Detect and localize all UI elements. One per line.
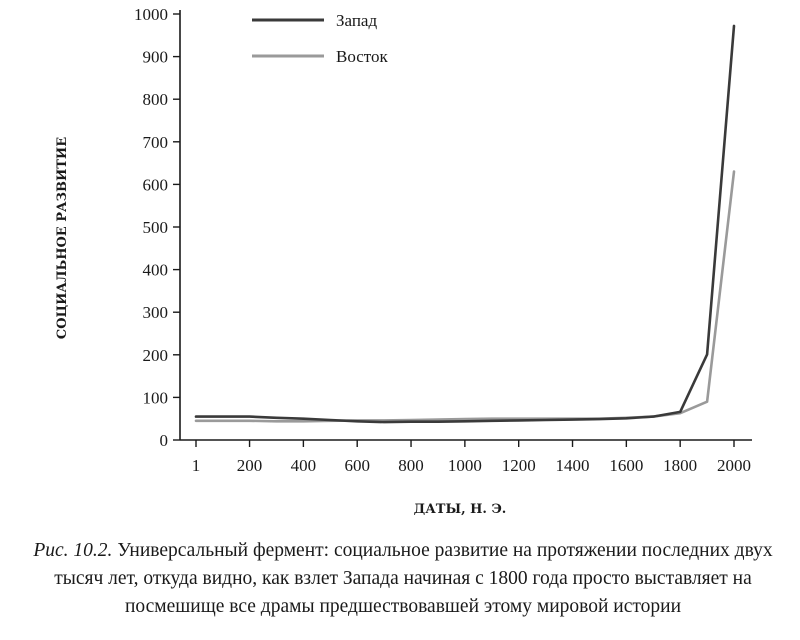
figure-label: Рис. 10.2. (33, 540, 113, 561)
x-tick-label: 600 (344, 456, 370, 475)
series-layer (194, 24, 736, 424)
y-axis: 0 100 200 300 400 500 600 700 800 900 1000 (134, 5, 181, 450)
y-tick-label: 1000 (134, 5, 168, 24)
x-tick-label: 1 (192, 456, 201, 475)
caption-text: Универсальный фермент: социальное развит… (54, 540, 773, 617)
y-tick-label: 200 (143, 346, 169, 365)
y-tick-label: 400 (143, 261, 169, 280)
x-tick-label: 200 (237, 456, 263, 475)
x-tick-label: 800 (398, 456, 424, 475)
x-axis: 1 200 400 600 800 1000 1200 1400 1600 1800 2000 (180, 439, 752, 475)
y-tick-label: 800 (143, 90, 169, 109)
y-axis-title: СОЦИАЛЬНОЕ РАЗВИТИЕ (55, 137, 70, 339)
x-tick-label: 400 (291, 456, 317, 475)
legend: Запад Восток (252, 11, 389, 66)
legend-label: Восток (336, 47, 389, 66)
y-tick-label: 300 (143, 303, 169, 322)
x-tick-label: 1600 (609, 456, 643, 475)
y-tick-label: 600 (143, 175, 169, 194)
legend-label: Запад (336, 11, 377, 30)
series-line-east (194, 170, 736, 423)
x-axis-title: ДАТЫ, Н. Э. (414, 502, 507, 517)
x-tick-label: 1200 (502, 456, 536, 475)
y-tick-label: 100 (143, 388, 169, 407)
figure-caption: Рис. 10.2. Универсальный фермент: социал… (18, 537, 788, 621)
y-tick-label: 900 (143, 48, 169, 67)
x-tick-label: 2000 (717, 456, 751, 475)
series-line-west (194, 24, 736, 424)
x-tick-label: 1000 (448, 456, 482, 475)
y-tick-label: 700 (143, 133, 169, 152)
x-tick-label: 1400 (556, 456, 590, 475)
y-tick-label: 500 (143, 218, 169, 237)
y-tick-label: 0 (160, 431, 169, 450)
x-tick-label: 1800 (663, 456, 697, 475)
